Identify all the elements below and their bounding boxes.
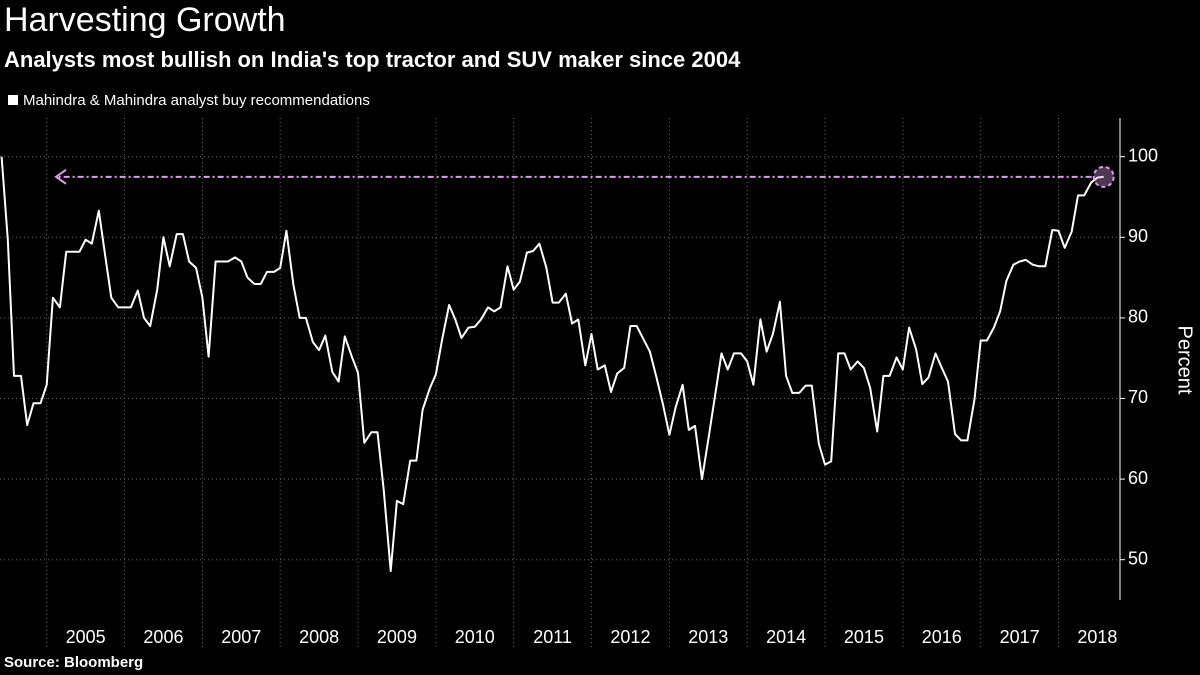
annotation-circle	[1092, 165, 1115, 188]
chart-subtitle: Analysts most bullish on India's top tra…	[4, 47, 741, 72]
y-tick-label: 50	[1128, 548, 1148, 568]
y-tick-label: 60	[1128, 468, 1148, 488]
y-axis-label: Percent	[1174, 326, 1196, 395]
x-tick-label: 2009	[377, 627, 417, 647]
y-tick-label: 80	[1128, 307, 1148, 327]
annotation-arrowhead	[54, 169, 67, 185]
x-tick-label: 2015	[844, 627, 884, 647]
x-tick-label: 2010	[455, 627, 495, 647]
y-tick-label: 70	[1128, 387, 1148, 407]
x-tick-label: 2008	[299, 627, 339, 647]
x-tick-label: 2014	[766, 627, 806, 647]
x-tick-label: 2016	[922, 627, 962, 647]
x-tick-label: 2012	[610, 627, 650, 647]
chart-title: Harvesting Growth	[4, 1, 286, 39]
y-tick-label: 90	[1128, 226, 1148, 246]
x-tick-label: 2007	[221, 627, 261, 647]
x-tick-label: 2013	[688, 627, 728, 647]
x-tick-label: 2017	[1000, 627, 1040, 647]
x-tick-label: 2005	[66, 627, 106, 647]
data-line	[0, 156, 1104, 572]
y-tick-label: 100	[1128, 145, 1158, 165]
legend-swatch	[8, 95, 18, 105]
x-tick-label: 2006	[143, 627, 183, 647]
x-tick-label: 2011	[533, 627, 572, 647]
x-tick-label: 2018	[1077, 627, 1117, 647]
source: Source: Bloomberg	[4, 654, 143, 671]
legend-label: Mahindra & Mahindra analyst buy recommen…	[23, 92, 370, 109]
